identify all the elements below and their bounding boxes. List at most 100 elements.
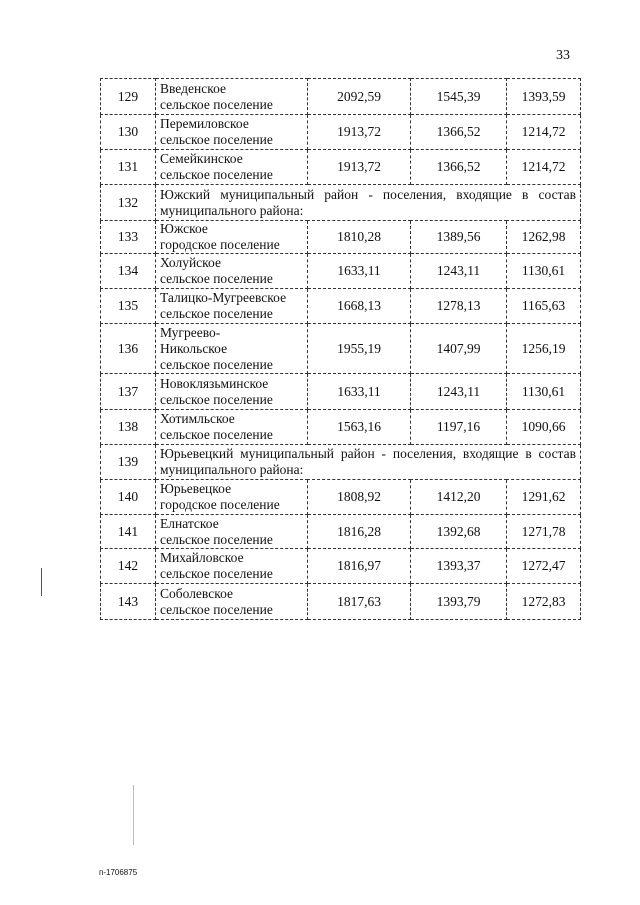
page-number: 33 (556, 48, 570, 63)
value-cell: 1256,19 (506, 323, 581, 374)
value-cell: 1817,63 (307, 583, 411, 620)
settlement-name: Михайловское сельское поселение (155, 548, 308, 584)
name-line: Мугреево- (160, 324, 221, 340)
row-number: 133 (100, 220, 156, 254)
value-cell: 1393,79 (410, 583, 507, 620)
district-header: Юрьевецкий муниципальный район - поселен… (155, 444, 581, 480)
value-cell: 1243,11 (410, 253, 507, 289)
name-line: городское поселение (160, 497, 280, 512)
value-cell: 1272,83 (506, 583, 581, 620)
table-row: 129 Введенское сельское поселение 2092,59 15… (100, 78, 581, 115)
value-cell: 1393,59 (506, 78, 581, 115)
name-line: сельское поселение (160, 566, 273, 581)
table-row: 140 Юрьевецкое городское поселение 1808,92 1… (100, 479, 581, 515)
table-row: 131 Семейкинское сельское поселение 1913,72… (100, 149, 581, 185)
settlement-name: Мугреево- Никольское сельское поселение (155, 323, 308, 374)
row-number: 140 (100, 479, 156, 515)
row-number: 139 (100, 444, 156, 480)
row-number: 137 (100, 373, 156, 410)
name-line: сельское поселение (160, 531, 273, 547)
table-row: 136 Мугреево- Никольское сельское поселение… (100, 323, 581, 374)
table-row: 143 Соболевское сельское поселение 1817,63 1… (100, 583, 581, 620)
name-line: сельское поселение (160, 96, 273, 112)
name-line: сельское поселение (160, 427, 273, 442)
settlement-name: Перемиловское сельское поселение (155, 114, 308, 150)
name-line: Никольское (160, 340, 228, 356)
value-cell: 1545,39 (410, 78, 507, 115)
name-line: сельское поселение (160, 391, 273, 407)
name-line: городское поселение (160, 237, 280, 252)
name-line: сельское поселение (160, 306, 273, 321)
district-header: Южский муниципальный район - поселения, … (155, 184, 581, 221)
value-cell: 1165,63 (506, 288, 581, 324)
settlement-name: Елнатское сельское поселение (155, 514, 308, 549)
value-cell: 1197,16 (410, 409, 507, 445)
value-cell: 1214,72 (506, 149, 581, 185)
value-cell: 1278,13 (410, 288, 507, 324)
row-number: 138 (100, 409, 156, 445)
value-cell: 1272,47 (506, 548, 581, 584)
settlement-name: Хотимльское сельское поселение (155, 409, 308, 445)
scan-mark (41, 568, 42, 596)
name-line: Елнатское (160, 515, 219, 531)
table-row: 135 Талицко-Мугреевское сельское поселение… (100, 288, 581, 324)
name-line: Южское (160, 221, 208, 236)
document-code: п-1706875 (99, 868, 138, 877)
row-number: 134 (100, 253, 156, 289)
value-cell: 1214,72 (506, 114, 581, 150)
name-line: сельское поселение (160, 132, 273, 147)
value-cell: 1090,66 (506, 409, 581, 445)
name-line: Холуйское (160, 255, 221, 270)
value-cell: 1130,61 (506, 373, 581, 410)
value-cell: 1808,92 (307, 479, 411, 515)
table-row: 133 Южское городское поселение 1810,28 1389,… (100, 220, 581, 254)
name-line: Хотимльское (160, 411, 235, 426)
value-cell: 1393,37 (410, 548, 507, 584)
value-cell: 1668,13 (307, 288, 411, 324)
table-row: 137 Новоклязьминское сельское поселение 163… (100, 373, 581, 410)
name-line: Соболевское (160, 585, 233, 601)
row-number: 142 (100, 548, 156, 584)
value-cell: 1392,68 (410, 514, 507, 549)
value-cell: 1810,28 (307, 220, 411, 254)
name-line: сельское поселение (160, 271, 273, 286)
tariff-table: 129 Введенское сельское поселение 2092,59 15… (100, 78, 581, 620)
settlement-name: Южское городское поселение (155, 220, 308, 254)
value-cell: 1130,61 (506, 253, 581, 289)
value-cell: 1412,20 (410, 479, 507, 515)
row-number: 130 (100, 114, 156, 150)
value-cell: 1633,11 (307, 373, 411, 410)
table-row: 139 Юрьевецкий муниципальный район - посе… (100, 444, 581, 480)
name-line: Талицко-Мугреевское (160, 290, 287, 305)
value-cell: 1633,11 (307, 253, 411, 289)
value-cell: 1271,78 (506, 514, 581, 549)
value-cell: 1913,72 (307, 114, 411, 150)
table-row: 141 Елнатское сельское поселение 1816,28 139… (100, 514, 581, 549)
value-cell: 1262,98 (506, 220, 581, 254)
row-number: 136 (100, 323, 156, 374)
value-cell: 1955,19 (307, 323, 411, 374)
table-row: 138 Хотимльское сельское поселение 1563,16 1… (100, 409, 581, 445)
row-number: 141 (100, 514, 156, 549)
value-cell: 1913,72 (307, 149, 411, 185)
name-line: Введенское (160, 80, 226, 96)
name-line: сельское поселение (160, 601, 273, 617)
name-line: Семейкинское (160, 151, 243, 166)
value-cell: 1243,11 (410, 373, 507, 410)
value-cell: 1291,62 (506, 479, 581, 515)
table-row: 130 Перемиловское сельское поселение 1913,7… (100, 114, 581, 150)
table-row: 132 Южский муниципальный район - поселени… (100, 184, 581, 221)
scan-mark (133, 785, 134, 845)
value-cell: 1563,16 (307, 409, 411, 445)
row-number: 131 (100, 149, 156, 185)
value-cell: 1816,97 (307, 548, 411, 584)
name-line: сельское поселение (160, 356, 273, 372)
settlement-name: Юрьевецкое городское поселение (155, 479, 308, 515)
row-number: 129 (100, 78, 156, 115)
settlement-name: Семейкинское сельское поселение (155, 149, 308, 185)
value-cell: 1389,56 (410, 220, 507, 254)
value-cell: 1366,52 (410, 114, 507, 150)
value-cell: 1366,52 (410, 149, 507, 185)
value-cell: 2092,59 (307, 78, 411, 115)
row-number: 143 (100, 583, 156, 620)
